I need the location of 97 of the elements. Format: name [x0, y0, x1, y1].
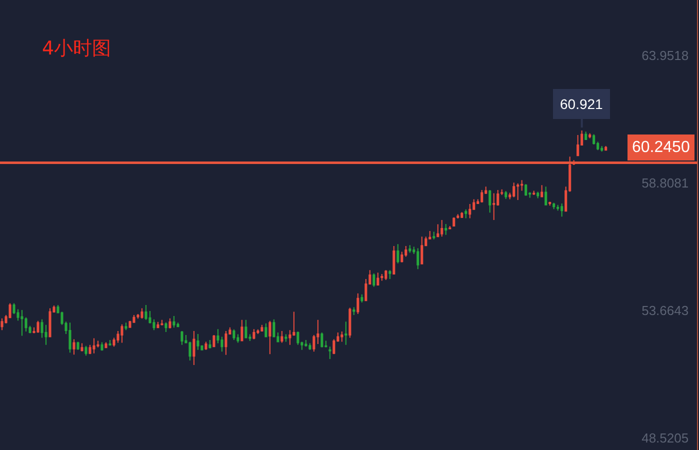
candlestick — [272, 318, 276, 338]
candlestick — [492, 192, 496, 221]
candlestick — [76, 341, 80, 350]
candlestick — [376, 272, 380, 286]
candlestick — [264, 322, 268, 338]
candlestick — [532, 190, 536, 196]
candlestick — [512, 182, 516, 198]
text: 4小时图 — [42, 38, 112, 60]
candlestick — [260, 324, 264, 332]
candlestick — [552, 202, 556, 210]
candlestick — [280, 330, 284, 344]
candlestick — [380, 274, 384, 282]
candlestick — [468, 203, 472, 219]
candlestick — [48, 308, 52, 338]
candlestick — [320, 332, 324, 348]
candlestick — [448, 225, 452, 230]
candlestick — [268, 320, 272, 355]
candlestick — [232, 328, 236, 340]
candlestick — [480, 190, 484, 203]
candlestick — [536, 191, 540, 199]
y-tick-label: 58.8081 — [642, 175, 689, 190]
candlestick — [140, 308, 144, 320]
candlestick — [236, 334, 240, 344]
candlestick — [244, 319, 248, 339]
candlestick — [328, 346, 332, 360]
candlestick — [164, 322, 168, 333]
candlestick — [124, 322, 128, 331]
candlestick — [20, 309, 24, 336]
candlestick — [440, 220, 444, 238]
candlestick — [204, 341, 208, 350]
candlestick — [392, 246, 396, 275]
annotation: 60.921 — [560, 96, 604, 112]
candlestick — [516, 182, 520, 200]
candlestick — [388, 270, 392, 280]
candlestick — [464, 208, 468, 219]
candlestick — [456, 214, 460, 220]
candlestick — [192, 330, 196, 366]
candlestick — [252, 328, 256, 340]
candlestick — [120, 324, 124, 344]
candlestick — [444, 224, 448, 236]
candlestick — [544, 186, 548, 206]
candlestick — [68, 322, 72, 354]
candlestick — [408, 244, 412, 254]
candlestick — [352, 306, 356, 316]
candlestick — [92, 338, 96, 354]
candlestick — [72, 338, 76, 356]
candlestick — [504, 190, 508, 200]
candlestick — [452, 216, 456, 227]
candlestick — [284, 334, 288, 342]
candlestick — [0, 318, 4, 331]
candlestick — [240, 319, 244, 342]
candlestick — [308, 342, 312, 350]
candlestick — [144, 304, 148, 320]
candlestick — [196, 334, 200, 350]
candlestick — [436, 224, 440, 238]
candlestick — [432, 231, 436, 240]
candlestick — [524, 184, 528, 196]
y-tick-label: 53.6643 — [642, 302, 689, 318]
candlestick — [80, 342, 84, 352]
candlestick — [560, 202, 564, 218]
candlestick — [600, 145, 604, 152]
candlestick — [348, 307, 352, 338]
candlestick — [172, 315, 176, 328]
candlestick — [224, 330, 228, 356]
candlestick — [104, 342, 108, 348]
candlestick — [360, 294, 364, 304]
candlestick — [84, 345, 88, 356]
candlestick — [36, 320, 40, 334]
candlestick — [420, 236, 424, 265]
candlestick — [208, 339, 212, 349]
candlestick — [416, 248, 420, 270]
candlestick — [304, 339, 308, 348]
candlestick — [460, 212, 464, 219]
candlestick — [588, 132, 592, 139]
candlestick — [396, 244, 400, 264]
candlestick — [604, 145, 608, 152]
candlestick — [384, 270, 388, 281]
y-tick-label: 48.5205 — [642, 430, 689, 446]
candlestick — [540, 184, 544, 198]
candlestick — [584, 131, 588, 141]
candlestick — [344, 321, 348, 346]
candlestick — [160, 319, 164, 326]
candlestick — [340, 331, 344, 342]
candlestick — [156, 321, 160, 328]
candlestick — [576, 134, 580, 156]
candlestick — [168, 318, 172, 329]
candlestick — [356, 292, 360, 314]
candlestick — [212, 334, 216, 348]
candlestick — [100, 342, 104, 352]
candlestick — [372, 272, 376, 288]
candlestick — [108, 339, 112, 346]
candlestick — [180, 330, 184, 346]
candlestick — [488, 190, 492, 214]
text: 60.2450 — [632, 139, 690, 156]
candlestick — [256, 328, 260, 335]
y-tick-label: 63.9518 — [642, 48, 689, 64]
candlestick — [548, 201, 552, 206]
